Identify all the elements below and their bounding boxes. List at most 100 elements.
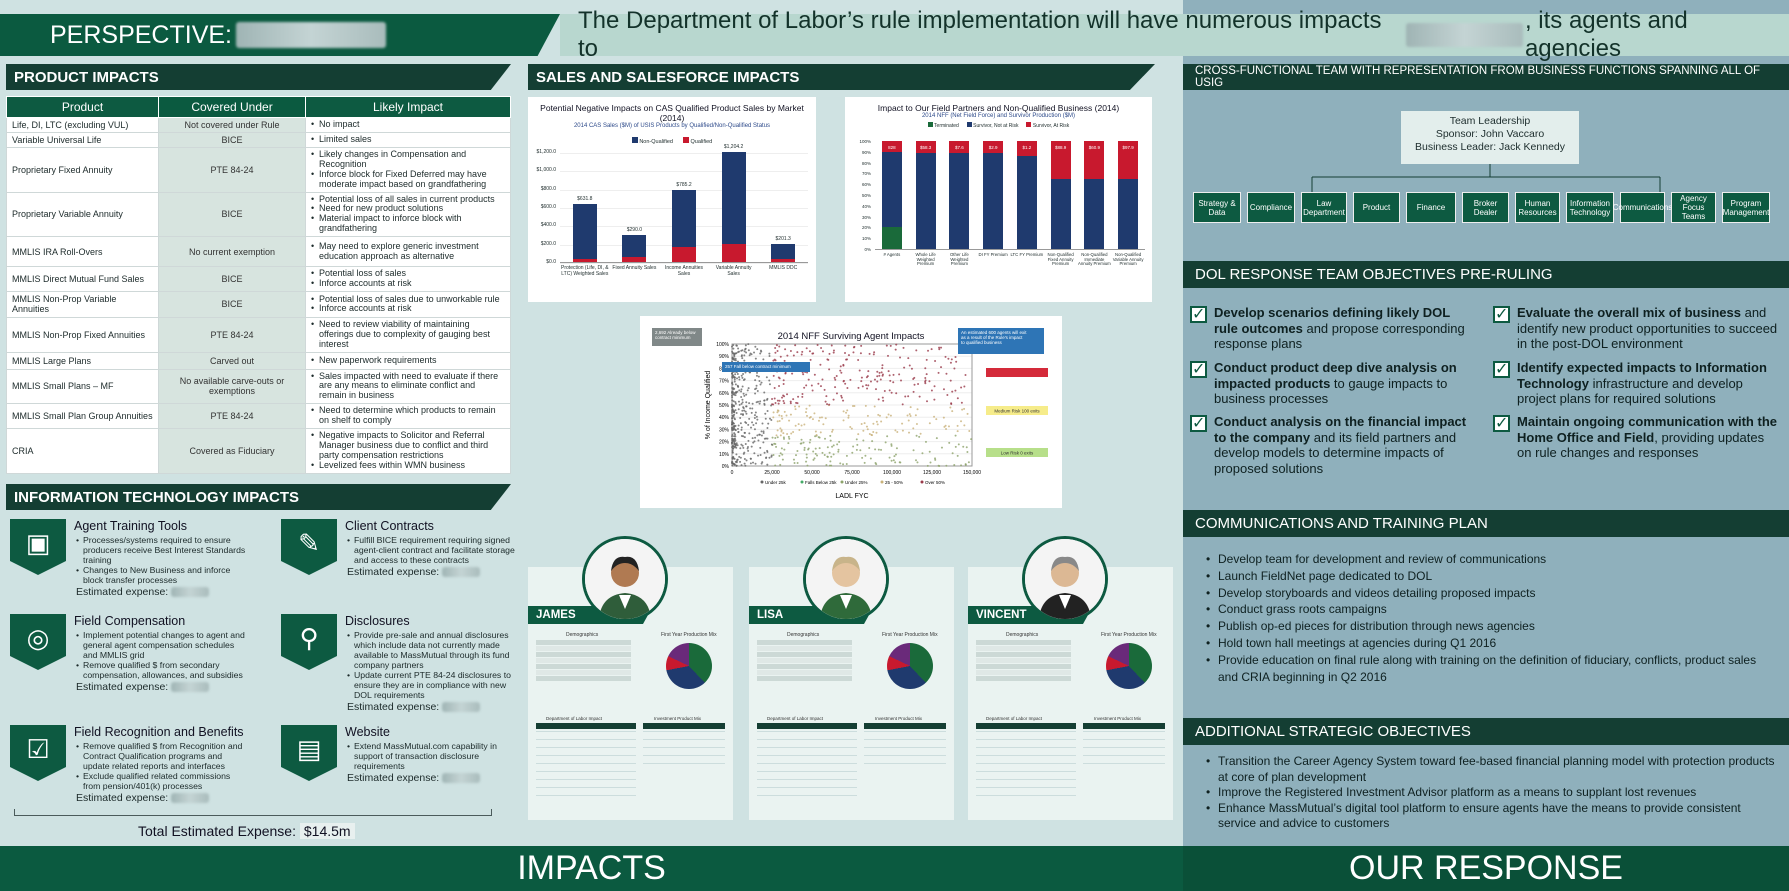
demographics-row: [536, 676, 631, 681]
scatter-point: [805, 347, 808, 350]
objective-item: ✓ Develop scenarios defining likely DOL r…: [1190, 305, 1475, 352]
scatter-point: [784, 371, 787, 374]
likely-impact: Limited sales: [305, 132, 511, 148]
scatter-point: [865, 425, 868, 428]
it-impact-title: Field Recognition and Benefits: [74, 725, 244, 739]
it-bullet: Remove qualified $ from Recognition and …: [76, 741, 250, 771]
scatter-point: [754, 357, 757, 360]
scatter-point: [759, 400, 762, 403]
scatter-point: [966, 451, 969, 454]
scatter-point: [828, 464, 831, 467]
table-row: MMLIS IRA Roll-Overs No current exemption…: [6, 236, 511, 268]
scatter-point: [930, 389, 933, 392]
leadership-sponsor: Sponsor: John Vaccaro: [1435, 128, 1545, 140]
y-tick: $1,200.0: [536, 149, 556, 155]
scatter-point: [857, 386, 860, 389]
it-bullet: Remove qualified $ from secondary compen…: [76, 660, 250, 680]
inv-mix-row: [864, 739, 946, 740]
scatter-point: [917, 383, 920, 386]
scatter-point: [826, 358, 829, 361]
demographics-row: [976, 640, 1071, 645]
scatter-point: [753, 417, 756, 420]
y-tick: 100%: [716, 342, 729, 348]
bar-value-label: $290.0: [626, 227, 643, 234]
scatter-point: [796, 449, 799, 452]
it-bullet: Fulfill BICE requirement requiring signe…: [347, 535, 521, 565]
function-box: Communications: [1613, 192, 1672, 223]
demographics-row: [976, 670, 1071, 675]
scatter-point: [753, 351, 756, 354]
y-tick: 50%: [719, 403, 730, 409]
scatter-point: [739, 422, 742, 425]
scatter-point: [801, 392, 804, 395]
scatter-point: [770, 418, 773, 421]
scatter-point: [864, 404, 867, 407]
scatter-point: [733, 378, 736, 381]
scatter-point: [734, 435, 737, 438]
scatter-point: [942, 416, 945, 419]
scatter-point: [774, 464, 777, 467]
impact-bullet: Need for new product solutions: [311, 204, 505, 215]
footer-response: OUR RESPONSE: [1183, 846, 1789, 891]
function-box: Broker Dealer: [1462, 192, 1509, 223]
scatter-point: [768, 355, 771, 358]
scatter-point: [759, 453, 762, 456]
scatter-point: [894, 348, 897, 351]
inv-mix-table: [864, 723, 946, 729]
chart1-subtitle: 2014 CAS Sales ($M) of USIS Products by …: [573, 123, 771, 129]
scatter-point: [842, 419, 845, 422]
scatter-point: [773, 386, 776, 389]
product-name: MMLIS IRA Roll-Overs: [6, 236, 159, 268]
scatter-point: [962, 445, 965, 448]
field-partner-chart: Impact to Our Field Partners and Non-Qua…: [845, 97, 1152, 302]
scatter-point: [901, 422, 904, 425]
covered-under: Not covered under Rule: [158, 117, 306, 133]
scatter-point: [788, 419, 791, 422]
scatter-point: [765, 437, 768, 440]
scatter-point: [731, 399, 734, 402]
scatter-point: [789, 413, 792, 416]
scatter-point: [898, 373, 901, 376]
scatter-point: [788, 437, 791, 440]
bar-segment: [949, 153, 970, 249]
y-tick: 30%: [861, 214, 871, 220]
scatter-point: [928, 450, 931, 453]
scatter-point: [731, 394, 734, 397]
scatter-point: [743, 436, 746, 439]
likely-impact: May need to explore generic investment e…: [305, 236, 511, 268]
scatter-point: [743, 457, 746, 460]
annotation-text: 2,692 Already below: [655, 330, 696, 335]
product-name: MMLIS Non-Prop Fixed Annuities: [6, 316, 159, 353]
scatter-point: [828, 368, 831, 371]
scatter-point: [840, 396, 843, 399]
scatter-point: [956, 424, 959, 427]
checkmark-icon: ✓: [1493, 415, 1510, 432]
function-box: Compliance: [1247, 192, 1295, 223]
scatter-point: [809, 358, 812, 361]
y-tick: 20%: [861, 225, 871, 231]
scatter-point: [859, 352, 862, 355]
demographics-row: [976, 676, 1071, 681]
total-expense: Total Estimated Expense: $14.5m: [138, 823, 355, 839]
scatter-point: [909, 406, 912, 409]
scatter-point: [795, 454, 798, 457]
expense-label: Estimated expense:: [76, 586, 169, 598]
scatter-point: [822, 423, 825, 426]
scatter-point: [926, 400, 929, 403]
scatter-point: [926, 464, 929, 467]
scatter-point: [845, 462, 848, 465]
scatter-point: [733, 463, 736, 466]
legend-entry: Under 25k: [765, 480, 787, 485]
bar-segment: [1016, 155, 1037, 249]
scatter-point: [810, 384, 813, 387]
scatter-point: [731, 381, 734, 384]
scatter-point: [777, 402, 780, 405]
scatter-point: [954, 434, 957, 437]
dol-impact-table: [757, 723, 857, 729]
table-row: MMLIS Small Plans – MF No available carve…: [6, 368, 511, 405]
redacted-expense: [442, 567, 481, 578]
impact-bullet: Need to determine which products to rema…: [311, 405, 505, 426]
scatter-point: [783, 448, 786, 451]
scatter-point: [750, 411, 753, 414]
legend-at-risk: Survivor, At Risk: [1026, 122, 1069, 129]
